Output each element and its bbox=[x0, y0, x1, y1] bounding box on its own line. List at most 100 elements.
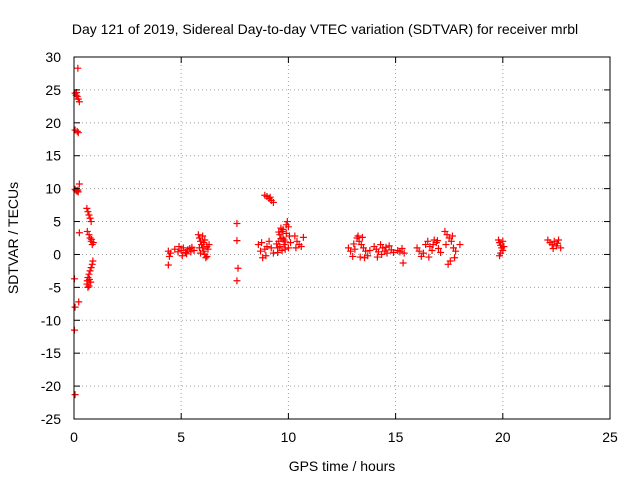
y-tick-label: -20 bbox=[41, 378, 61, 394]
data-point bbox=[434, 245, 442, 253]
data-point bbox=[258, 239, 266, 247]
y-tick-label: -15 bbox=[41, 345, 61, 361]
data-point bbox=[174, 248, 182, 256]
data-point bbox=[262, 252, 270, 260]
data-point bbox=[83, 204, 91, 212]
x-tick-label: 20 bbox=[495, 429, 511, 445]
data-point bbox=[86, 234, 94, 242]
y-tick-label: 20 bbox=[45, 115, 61, 131]
data-point bbox=[195, 244, 203, 252]
data-point bbox=[425, 253, 433, 261]
y-tick-label: 15 bbox=[45, 148, 61, 164]
data-point bbox=[85, 275, 93, 283]
data-point bbox=[178, 252, 186, 260]
y-tick-labels: -25 -20 -15 -10 -5 0 5 10 15 20 25 30 bbox=[41, 49, 61, 427]
data-point bbox=[257, 247, 265, 255]
data-point bbox=[350, 240, 358, 248]
data-point bbox=[278, 247, 286, 255]
data-point bbox=[297, 243, 305, 251]
y-tick-label: 10 bbox=[45, 181, 61, 197]
data-point bbox=[267, 244, 275, 252]
data-point bbox=[265, 237, 273, 245]
data-point bbox=[452, 247, 460, 255]
data-point bbox=[287, 239, 295, 247]
data-point bbox=[356, 253, 364, 261]
data-point bbox=[456, 241, 464, 249]
y-tick-label: -25 bbox=[41, 411, 61, 427]
data-point bbox=[279, 225, 287, 233]
data-point bbox=[437, 248, 445, 256]
data-point bbox=[196, 249, 204, 257]
data-point bbox=[266, 193, 274, 201]
data-point bbox=[200, 239, 208, 247]
data-point bbox=[446, 257, 454, 265]
data-point bbox=[557, 244, 565, 252]
data-point bbox=[358, 233, 366, 241]
data-point bbox=[389, 248, 397, 256]
data-point bbox=[451, 254, 459, 262]
data-point bbox=[183, 250, 191, 258]
data-point bbox=[269, 249, 277, 257]
x-axis-label: GPS time / hours bbox=[289, 458, 396, 474]
data-point bbox=[382, 243, 390, 251]
data-point bbox=[85, 211, 93, 219]
data-point bbox=[273, 240, 281, 248]
data-point bbox=[283, 218, 291, 226]
x-tick-label: 0 bbox=[70, 429, 78, 445]
data-point bbox=[442, 241, 450, 249]
data-point bbox=[74, 64, 82, 72]
data-point bbox=[433, 237, 441, 245]
data-point bbox=[88, 235, 96, 243]
data-point bbox=[500, 243, 508, 251]
data-point bbox=[75, 98, 83, 106]
data-point bbox=[499, 237, 507, 245]
grid bbox=[74, 57, 610, 419]
y-tick-label: 0 bbox=[53, 246, 61, 262]
data-point bbox=[86, 267, 94, 275]
y-tick-label: 5 bbox=[53, 214, 61, 230]
data-point bbox=[415, 247, 423, 255]
y-tick-label: -10 bbox=[41, 312, 61, 328]
data-point bbox=[281, 245, 289, 253]
data-point bbox=[351, 245, 359, 253]
data-point bbox=[299, 233, 307, 241]
data-point bbox=[199, 232, 207, 240]
x-tick-label: 25 bbox=[602, 429, 618, 445]
plot-frame bbox=[73, 56, 611, 420]
data-point bbox=[187, 248, 195, 256]
data-point bbox=[74, 186, 82, 194]
data-point bbox=[361, 254, 369, 262]
data-point bbox=[233, 277, 241, 285]
data-point bbox=[349, 252, 357, 260]
data-point bbox=[284, 244, 292, 252]
data-point bbox=[424, 237, 432, 245]
x-tick-label: 10 bbox=[281, 429, 297, 445]
data-point bbox=[347, 247, 355, 255]
data-point bbox=[496, 252, 504, 260]
data-point bbox=[205, 241, 213, 249]
data-point bbox=[84, 283, 92, 291]
data-points bbox=[70, 64, 565, 399]
data-point bbox=[84, 208, 92, 216]
data-point bbox=[378, 250, 386, 258]
data-point bbox=[263, 243, 271, 251]
y-tick-label: 25 bbox=[45, 82, 61, 98]
data-point bbox=[74, 129, 82, 137]
data-point bbox=[383, 249, 391, 257]
data-point bbox=[87, 264, 95, 272]
data-point bbox=[75, 229, 83, 237]
data-point bbox=[85, 282, 93, 290]
x-tick-label: 15 bbox=[388, 429, 404, 445]
data-point bbox=[89, 257, 97, 265]
data-point bbox=[281, 238, 289, 246]
data-point bbox=[71, 303, 79, 311]
data-point bbox=[165, 252, 173, 260]
data-point bbox=[373, 253, 381, 261]
data-point bbox=[274, 248, 282, 256]
data-point bbox=[204, 245, 212, 253]
data-point bbox=[202, 254, 210, 262]
chart-title: Day 121 of 2019, Sidereal Day-to-day VTE… bbox=[72, 21, 578, 37]
data-point bbox=[447, 237, 455, 245]
data-point bbox=[85, 231, 93, 239]
data-point bbox=[555, 236, 563, 244]
